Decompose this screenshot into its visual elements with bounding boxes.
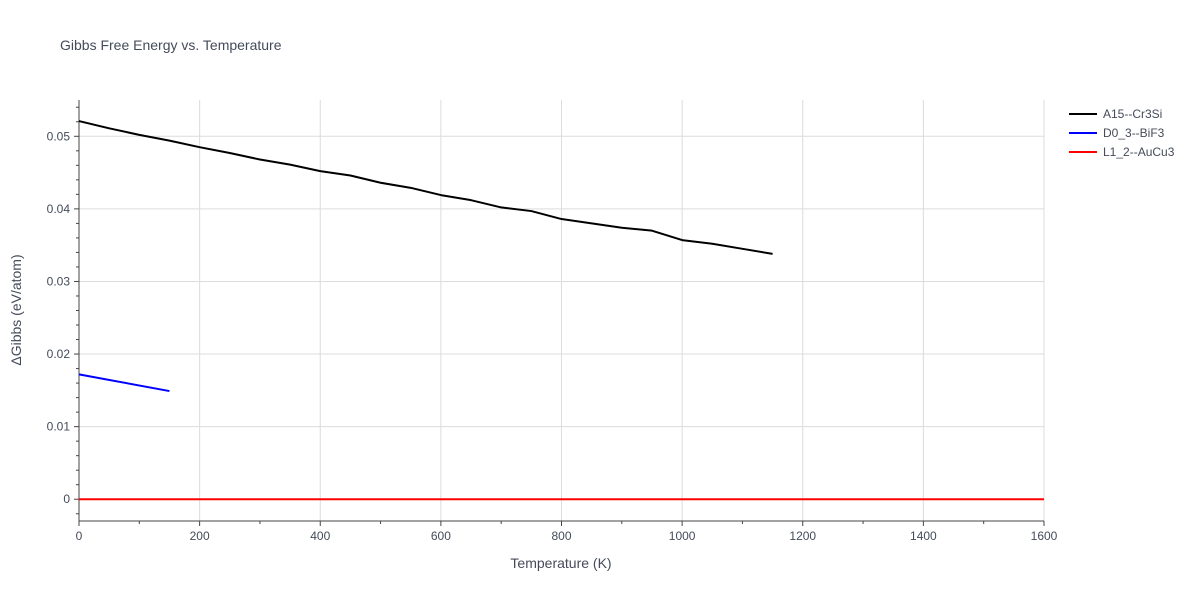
- legend-item-d0-3-bif3[interactable]: D0_3--BiF3: [1069, 126, 1165, 140]
- x-tick-label: 1200: [789, 529, 816, 543]
- legend-label: L1_2--AuCu3: [1103, 145, 1175, 159]
- grid-layer: [79, 100, 1045, 521]
- y-axis-title: ΔGibbs (eV/atom): [8, 254, 24, 365]
- x-tick-label: 1400: [910, 529, 937, 543]
- y-tick-label: 0.01: [47, 420, 71, 434]
- legend-item-l1-2-aucu3[interactable]: L1_2--AuCu3: [1069, 145, 1175, 159]
- series-line-d0-3-bif3: [78, 373, 170, 393]
- y-tick-label: 0.04: [47, 202, 71, 216]
- y-tick-label: 0.05: [47, 129, 71, 143]
- x-tick-label: 1600: [1031, 529, 1058, 543]
- legend-item-a15-cr3si[interactable]: A15--Cr3Si: [1069, 107, 1162, 121]
- series-layer: [78, 120, 1044, 501]
- x-tick-label: 600: [431, 529, 451, 543]
- y-tick-label: 0: [63, 492, 70, 506]
- series-line-a15-cr3si: [78, 120, 773, 255]
- y-tick-label: 0.03: [47, 274, 71, 288]
- legend-label: A15--Cr3Si: [1103, 107, 1162, 121]
- legend-label: D0_3--BiF3: [1103, 126, 1165, 140]
- x-tick-label: 800: [551, 529, 571, 543]
- y-tick-label: 0.02: [47, 347, 71, 361]
- x-tick-label: 0: [76, 529, 83, 543]
- legend[interactable]: A15--Cr3Si D0_3--BiF3 L1_2--AuCu3: [1069, 107, 1175, 159]
- x-tick-label: 400: [310, 529, 330, 543]
- x-tick-label: 1000: [669, 529, 696, 543]
- x-tick-label: 200: [190, 529, 210, 543]
- chart-title: Gibbs Free Energy vs. Temperature: [60, 37, 282, 53]
- x-axis-title: Temperature (K): [510, 555, 611, 571]
- axes-layer: 0 200 400 600 800 1000 1200 1400 1600 0 0.01 0.02 0.…: [47, 100, 1058, 543]
